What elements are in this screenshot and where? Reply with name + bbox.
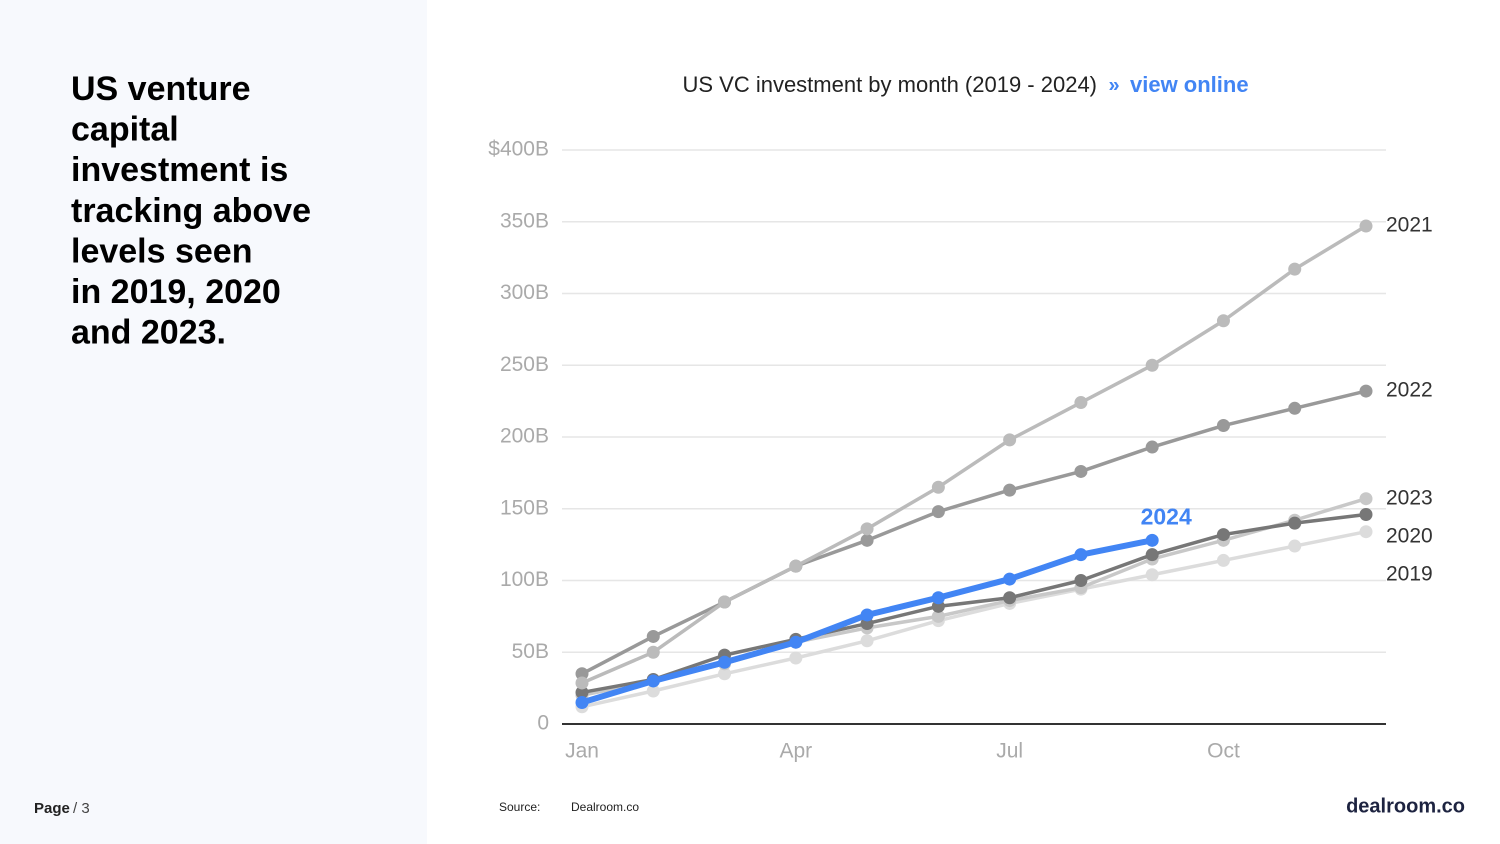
headline-line: investment is: [71, 151, 288, 189]
data-point: [646, 645, 660, 659]
y-tick-label: 250B: [500, 353, 549, 376]
series-label: 2024: [1141, 503, 1192, 529]
page-label: Page: [34, 800, 70, 817]
data-point: [1216, 528, 1230, 542]
y-tick-label: 0: [537, 712, 549, 735]
data-point: [860, 533, 874, 547]
data-point: [646, 629, 660, 643]
data-point: [575, 676, 589, 690]
headline-line: capital: [71, 111, 179, 149]
headline-line: tracking above: [71, 192, 311, 230]
data-point: [575, 695, 589, 709]
x-tick-label: Jul: [996, 740, 1023, 763]
page-number: / 3: [73, 800, 90, 817]
data-point: [1216, 419, 1230, 433]
data-point: [718, 667, 732, 681]
data-point: [789, 559, 803, 573]
series-line: [581, 512, 1367, 695]
data-point: [931, 591, 945, 605]
series-label: 2020: [1386, 524, 1433, 547]
data-point: [1288, 539, 1302, 553]
data-point: [931, 505, 945, 519]
data-point: [646, 674, 660, 688]
data-point: [1359, 492, 1373, 506]
x-tick-label: Oct: [1207, 740, 1240, 763]
source-label: Source:: [499, 800, 540, 814]
series-label: 2022: [1386, 379, 1433, 402]
data-point: [1003, 483, 1017, 497]
data-point: [1003, 572, 1017, 586]
data-point: [1216, 553, 1230, 567]
view-online-link[interactable]: view online: [1130, 72, 1249, 97]
data-point: [931, 480, 945, 494]
data-point: [718, 595, 732, 609]
chart-title: US VC investment by month (2019 - 2024): [682, 72, 1097, 97]
series-line: [581, 224, 1367, 685]
data-point: [1359, 525, 1373, 539]
y-tick-label: 350B: [500, 209, 549, 232]
data-point: [1359, 507, 1373, 521]
data-point: [1074, 464, 1088, 478]
data-point: [1145, 548, 1159, 562]
y-tick-label: 100B: [500, 568, 549, 591]
headline-line: in 2019, 2020: [71, 273, 281, 311]
data-point: [1074, 548, 1088, 562]
data-point: [860, 522, 874, 536]
data-point: [931, 609, 945, 623]
brand-logo: dealroom.co: [1346, 795, 1465, 817]
x-tick-label: Apr: [779, 740, 812, 763]
data-point: [789, 651, 803, 665]
y-tick-label: 300B: [500, 281, 549, 304]
series-line: [581, 389, 1367, 676]
y-tick-label: 200B: [500, 425, 549, 448]
data-point: [1003, 433, 1017, 447]
data-point: [860, 634, 874, 648]
series-line: [581, 529, 1367, 709]
data-point: [1288, 401, 1302, 415]
data-point: [1288, 262, 1302, 276]
data-point: [718, 655, 732, 669]
headline-line: US venture: [71, 70, 251, 108]
side-panel: [0, 0, 427, 844]
source: Dealroom.co: [571, 800, 639, 814]
data-point: [1074, 574, 1088, 587]
data-point: [1145, 440, 1159, 454]
y-tick-label: $400B: [488, 138, 549, 161]
data-point: [1145, 568, 1159, 582]
series-label: 2019: [1386, 562, 1433, 585]
data-point: [575, 685, 589, 699]
data-point: [860, 608, 874, 622]
data-point: [1288, 516, 1302, 530]
data-point: [575, 667, 589, 681]
data-point: [646, 684, 660, 698]
data-point: [1359, 219, 1373, 233]
data-point: [1074, 396, 1088, 410]
x-tick-label: Jan: [565, 740, 599, 763]
data-point: [1216, 314, 1230, 328]
data-point: [1359, 384, 1373, 398]
headline-line: levels seen: [71, 232, 252, 270]
data-point: [1145, 533, 1159, 547]
data-point: [1145, 358, 1159, 372]
series-label: 2021: [1386, 214, 1433, 237]
series-label: 2023: [1386, 486, 1433, 509]
y-tick-label: 50B: [512, 640, 549, 663]
data-point: [1003, 591, 1017, 605]
link-marker: »: [1108, 74, 1119, 96]
headline-line: and 2023.: [71, 314, 226, 352]
y-tick-label: 150B: [500, 496, 549, 519]
data-point: [789, 635, 803, 649]
